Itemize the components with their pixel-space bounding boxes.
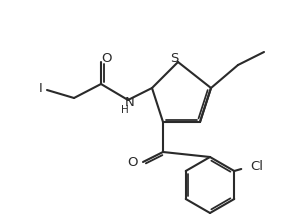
Text: Cl: Cl xyxy=(250,161,263,174)
Text: O: O xyxy=(101,53,111,66)
Text: S: S xyxy=(170,51,178,64)
Text: H: H xyxy=(121,105,129,115)
Text: N: N xyxy=(125,95,135,108)
Text: I: I xyxy=(39,82,43,95)
Text: O: O xyxy=(127,156,138,168)
